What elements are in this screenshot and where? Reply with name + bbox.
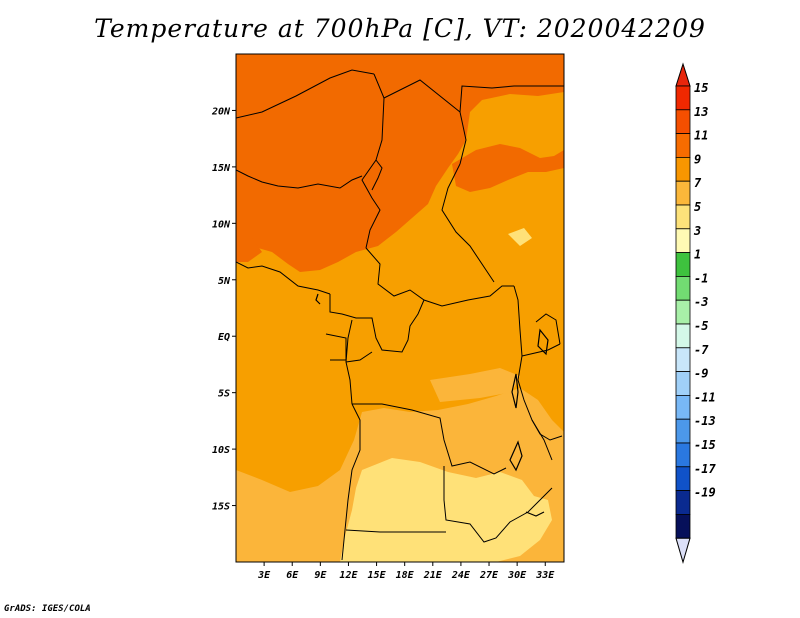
colorbar-swatch — [675, 109, 691, 135]
lon-tick-label: 21E — [423, 570, 443, 581]
lon-tick-label: 15E — [368, 570, 387, 581]
field-11-13c-coast — [236, 238, 262, 262]
colorbar-swatch — [675, 299, 691, 325]
colorbar-label: 1 — [694, 248, 701, 262]
lon-tick-label: 24E — [451, 570, 471, 581]
colorbar-label: -17 — [694, 462, 716, 476]
colorbar-label: -7 — [694, 343, 709, 357]
map-area — [236, 54, 564, 562]
colorbar-swatch — [675, 156, 691, 182]
colorbar-label: 9 — [694, 152, 701, 166]
colorbar-label: 7 — [694, 176, 702, 190]
field-5-7c — [340, 458, 552, 562]
lat-tick-label: 20N — [211, 106, 231, 117]
field-5-7c-east — [508, 228, 532, 246]
colorbar-swatch — [675, 347, 691, 372]
lat-tick-label: 5N — [218, 276, 231, 287]
lon-tick-label: 3E — [257, 570, 271, 581]
colorbar-label: -13 — [694, 414, 716, 428]
colorbar-label: 11 — [694, 129, 708, 143]
colorbar-swatch — [675, 228, 691, 254]
colorbar-swatch — [675, 85, 691, 111]
latitude-axis: 20N 15N 10N 5N EQ 5S 10S 15S — [211, 106, 236, 513]
colorbar-label: -15 — [694, 438, 716, 452]
lon-tick-label: 9E — [314, 570, 327, 581]
lat-tick-label: 15S — [212, 502, 230, 513]
colorbar-swatch — [675, 180, 691, 206]
lon-tick-label: 12E — [339, 570, 358, 581]
colorbar-swatch — [675, 466, 691, 491]
colorbar-label: 3 — [693, 224, 701, 238]
colorbar-swatch — [675, 514, 691, 539]
credit-label: GrADS: IGES/COLA — [4, 604, 91, 614]
lat-tick-label: 10N — [212, 219, 231, 230]
map-title: Temperature at 700hPa [C], VT: 202004220… — [94, 14, 706, 43]
lon-tick-label: 27E — [479, 570, 499, 581]
colorbar-swatch — [675, 418, 691, 444]
colorbar-label: 5 — [694, 200, 701, 214]
colorbar-top-arrow — [675, 62, 691, 87]
colorbar-label: -3 — [694, 295, 708, 309]
colorbar-swatch — [675, 394, 691, 420]
field-11-13c-east — [452, 144, 564, 192]
colorbar-label: 15 — [694, 81, 708, 95]
colorbar-swatch — [675, 275, 691, 301]
lon-tick-label: 18E — [396, 570, 415, 581]
field-7-9c-patch — [430, 368, 520, 402]
lakes — [315, 293, 549, 517]
longitude-axis: 3E 6E 9E 12E 15E 18E 21E 24E 27E 30E 33E — [257, 562, 555, 581]
lon-tick-label: 33E — [535, 570, 555, 581]
lat-tick-label: 5S — [218, 389, 230, 400]
colorbar-label: -9 — [694, 367, 708, 381]
lat-tick-label: 15N — [212, 163, 231, 174]
colorbar-label: 13 — [694, 105, 708, 119]
colorbar-swatch — [675, 371, 691, 396]
colorbar-swatch — [675, 133, 691, 158]
colorbar-swatch — [675, 204, 691, 230]
colorbar-swatch — [675, 490, 691, 515]
lat-tick-label: 10S — [212, 445, 230, 456]
colorbar-label: -5 — [694, 319, 708, 333]
map-frame — [235, 53, 565, 563]
field-11-13c — [236, 54, 564, 272]
lat-tick-label: EQ — [218, 332, 230, 343]
country-borders — [236, 69, 564, 561]
colorbar-label: -11 — [694, 390, 716, 404]
colorbar-swatch — [675, 323, 691, 349]
colorbar-swatch — [675, 252, 691, 277]
colorbar-label: -1 — [694, 271, 708, 285]
colorbar-bottom-arrow — [675, 537, 691, 564]
colorbar-label: -19 — [694, 486, 716, 500]
lon-tick-label: 30E — [507, 570, 527, 581]
lon-tick-label: 6E — [286, 570, 299, 581]
colorbar-swatch — [675, 442, 691, 468]
colorbar-legend: 15 13 11 9 7 5 3 1 -1 -3 -5 -7 -9 -11 -13 -15 -17 -19 — [675, 62, 716, 564]
